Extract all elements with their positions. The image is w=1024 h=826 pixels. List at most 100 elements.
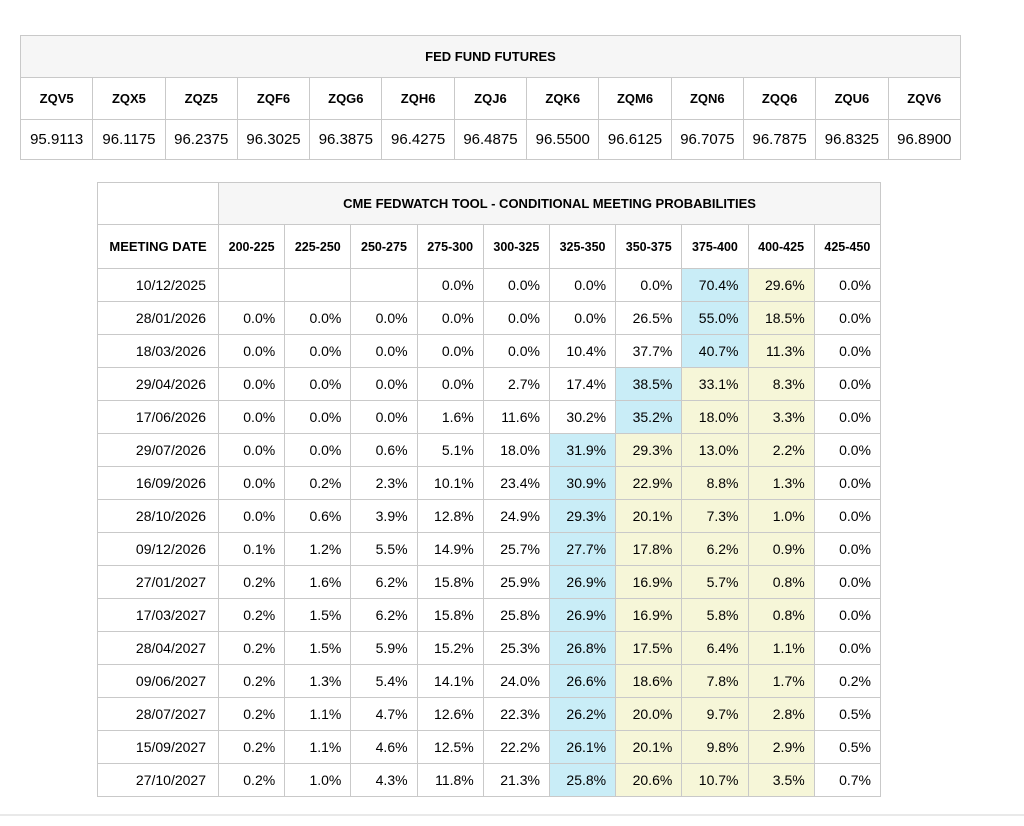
probability-cell: 26.9% bbox=[548, 598, 617, 632]
probability-cell: 55.0% bbox=[681, 301, 749, 335]
probability-cell: 24.9% bbox=[482, 499, 550, 533]
futures-price-cell: 96.8900 bbox=[887, 119, 962, 160]
probability-cell: 0.2% bbox=[217, 664, 286, 698]
futures-price-cell: 96.6125 bbox=[598, 119, 672, 160]
probability-cell: 14.9% bbox=[416, 532, 484, 566]
probability-cell: 0.8% bbox=[747, 565, 815, 599]
probability-cell: 23.4% bbox=[482, 466, 550, 500]
probability-cell: 0.0% bbox=[217, 433, 286, 467]
probability-cell: 20.1% bbox=[615, 499, 683, 533]
fedwatch-meeting-row: 27/10/2027 0.2% 1.0% 4.3% 11.8% 21.3% 25.8% 20.… bbox=[97, 763, 882, 797]
probability-cell: 0.0% bbox=[813, 433, 882, 467]
probability-cell: 2.2% bbox=[747, 433, 815, 467]
rate-range-header: 250-275 bbox=[350, 224, 418, 269]
probability-cell: 11.3% bbox=[747, 334, 815, 368]
futures-price-cell: 96.8325 bbox=[815, 119, 889, 160]
probability-cell: 0.0% bbox=[217, 301, 286, 335]
probability-cell: 0.8% bbox=[747, 598, 815, 632]
futures-contract-header: ZQN6 bbox=[670, 77, 744, 120]
probability-cell: 25.8% bbox=[482, 598, 550, 632]
probability-cell: 0.0% bbox=[416, 268, 484, 302]
probability-cell: 0.0% bbox=[217, 367, 286, 401]
probability-cell: 0.0% bbox=[548, 268, 617, 302]
probability-cell: 0.6% bbox=[350, 433, 418, 467]
futures-table-title: FED FUND FUTURES bbox=[20, 35, 961, 78]
rate-range-header: 350-375 bbox=[615, 224, 683, 269]
fedwatch-meeting-row: 17/03/2027 0.2% 1.5% 6.2% 15.8% 25.8% 26.9% 16.… bbox=[97, 598, 882, 632]
probability-cell: 24.0% bbox=[482, 664, 550, 698]
probability-cell: 25.8% bbox=[548, 763, 617, 797]
rate-range-header: 200-225 bbox=[217, 224, 286, 269]
probability-cell: 0.0% bbox=[813, 565, 882, 599]
probability-cell: 18.5% bbox=[747, 301, 815, 335]
fedwatch-meeting-row: 28/01/2026 0.0% 0.0% 0.0% 0.0% 0.0% 0.0% 26.5% 5… bbox=[97, 301, 882, 335]
probability-cell: 2.9% bbox=[747, 730, 815, 764]
probability-cell: 1.0% bbox=[747, 499, 815, 533]
futures-contract-header: ZQU6 bbox=[815, 77, 889, 120]
probability-cell: 13.0% bbox=[681, 433, 749, 467]
probability-cell: 11.6% bbox=[482, 400, 550, 434]
futures-contract-header: ZQF6 bbox=[236, 77, 311, 120]
probability-cell: 27.7% bbox=[548, 532, 617, 566]
probability-cell: 0.0% bbox=[548, 301, 617, 335]
fedwatch-meeting-row: 29/04/2026 0.0% 0.0% 0.0% 0.0% 2.7% 17.4% 38.5%… bbox=[97, 367, 882, 401]
probability-cell: 0.0% bbox=[813, 532, 882, 566]
probability-cell: 0.2% bbox=[217, 697, 286, 731]
probability-cell: 5.1% bbox=[416, 433, 484, 467]
probability-cell: 3.9% bbox=[350, 499, 418, 533]
probability-cell: 11.8% bbox=[416, 763, 484, 797]
probability-cell: 0.0% bbox=[217, 400, 286, 434]
probability-cell: 26.2% bbox=[548, 697, 617, 731]
probability-cell: 0.0% bbox=[813, 400, 882, 434]
futures-price-cell: 96.3025 bbox=[236, 119, 311, 160]
meeting-date-cell: 15/09/2027 bbox=[97, 730, 219, 764]
rate-range-header: 300-325 bbox=[482, 224, 550, 269]
meeting-date-cell: 10/12/2025 bbox=[97, 268, 219, 302]
meeting-date-cell: 18/03/2026 bbox=[97, 334, 219, 368]
probability-cell: 3.3% bbox=[747, 400, 815, 434]
bottom-divider bbox=[0, 814, 1024, 816]
probability-cell: 0.0% bbox=[284, 433, 352, 467]
probability-cell bbox=[217, 268, 286, 302]
probability-cell: 20.0% bbox=[615, 697, 683, 731]
fedwatch-meeting-row: 15/09/2027 0.2% 1.1% 4.6% 12.5% 22.2% 26.1% 20.… bbox=[97, 730, 882, 764]
meeting-date-cell: 27/10/2027 bbox=[97, 763, 219, 797]
meeting-date-cell: 17/06/2026 bbox=[97, 400, 219, 434]
meeting-date-cell: 16/09/2026 bbox=[97, 466, 219, 500]
probability-cell: 18.0% bbox=[681, 400, 749, 434]
probability-cell: 33.1% bbox=[681, 367, 749, 401]
probability-cell: 9.7% bbox=[681, 697, 749, 731]
probability-cell: 0.0% bbox=[813, 598, 882, 632]
futures-prices-row: 95.9113 96.1175 96.2375 96.3025 96.3875 96.42… bbox=[19, 119, 962, 160]
probability-cell: 0.0% bbox=[813, 367, 882, 401]
probability-cell: 0.0% bbox=[416, 367, 484, 401]
probability-cell: 17.4% bbox=[548, 367, 617, 401]
probability-cell: 1.1% bbox=[284, 730, 352, 764]
probability-cell: 1.3% bbox=[284, 664, 352, 698]
futures-table-body: FED FUND FUTURES ZQV5 ZQX5 ZQZ5 ZQF6 ZQG6 ZQH… bbox=[19, 35, 962, 160]
probability-cell: 0.0% bbox=[217, 499, 286, 533]
probability-cell: 5.9% bbox=[350, 631, 418, 665]
probability-cell: 15.8% bbox=[416, 565, 484, 599]
probability-cell: 17.8% bbox=[615, 532, 683, 566]
probability-cell: 16.9% bbox=[615, 598, 683, 632]
probability-cell: 70.4% bbox=[681, 268, 749, 302]
fedwatch-meeting-row: 29/07/2026 0.0% 0.0% 0.6% 5.1% 18.0% 31.9% 29.3… bbox=[97, 433, 882, 467]
fedwatch-meeting-row: 28/04/2027 0.2% 1.5% 5.9% 15.2% 25.3% 26.8% 17.… bbox=[97, 631, 882, 665]
probability-cell: 26.5% bbox=[615, 301, 683, 335]
probability-cell: 1.6% bbox=[284, 565, 352, 599]
probability-cell bbox=[284, 268, 352, 302]
futures-price-cell: 96.7875 bbox=[742, 119, 817, 160]
probability-cell: 6.2% bbox=[681, 532, 749, 566]
probability-cell: 0.0% bbox=[813, 301, 882, 335]
probability-cell: 26.6% bbox=[548, 664, 617, 698]
probability-cell: 40.7% bbox=[681, 334, 749, 368]
rate-range-header: 425-450 bbox=[813, 224, 882, 269]
probability-cell: 30.9% bbox=[548, 466, 617, 500]
meeting-date-cell: 28/07/2027 bbox=[97, 697, 219, 731]
probability-cell: 6.2% bbox=[350, 598, 418, 632]
probability-cell: 22.2% bbox=[482, 730, 550, 764]
probability-cell: 3.5% bbox=[747, 763, 815, 797]
probability-cell: 1.5% bbox=[284, 631, 352, 665]
probability-cell: 29.3% bbox=[615, 433, 683, 467]
